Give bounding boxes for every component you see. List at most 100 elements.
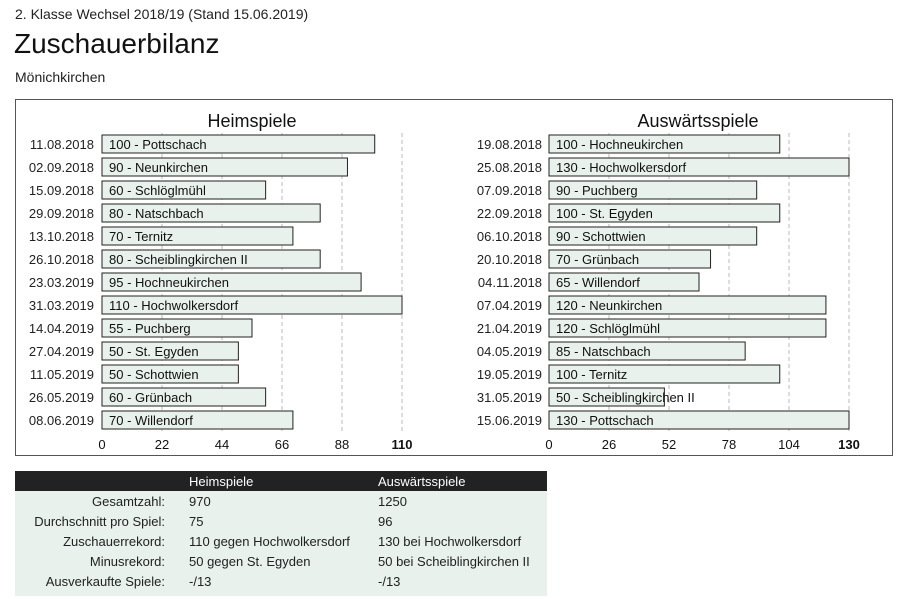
home-bar <box>101 341 239 361</box>
away-tick-label: 52 <box>662 437 676 452</box>
home-tick-label: 66 <box>275 437 289 452</box>
away-date-label: 07.04.2019 <box>477 298 542 313</box>
stats-row-label: Zuschauerrekord: <box>63 534 165 549</box>
home-bar-label: 110 - Hochwolkersdorf <box>109 298 238 313</box>
page-subtitle: 2. Klasse Wechsel 2018/19 (Stand 15.06.2… <box>15 6 309 22</box>
stats-header: Heimspiele Auswärtsspiele <box>15 471 547 491</box>
stats-row: Ausverkaufte Spiele: -/13 -/13 <box>15 571 547 591</box>
away-date-label: 25.08.2018 <box>477 160 542 175</box>
away-bar <box>548 364 781 384</box>
home-bar <box>101 249 321 269</box>
home-bar-label: 50 - St. Egyden <box>109 344 199 359</box>
away-date-label: 04.05.2019 <box>477 344 542 359</box>
away-date-label: 15.06.2019 <box>477 413 542 428</box>
away-bar-label: 90 - Puchberg <box>556 183 638 198</box>
away-date-label: 21.04.2019 <box>477 321 542 336</box>
away-date-label: 31.05.2019 <box>477 390 542 405</box>
stats-row: Durchschnitt pro Spiel: 75 96 <box>15 511 547 531</box>
home-date-label: 13.10.2018 <box>29 229 94 244</box>
home-date-label: 11.05.2019 <box>30 367 94 382</box>
charts-panel: Heimspiele 11.08.2018 100 - Pottschach 02.0… <box>15 99 893 456</box>
home-date-label: 08.06.2019 <box>29 413 94 428</box>
stats-row-home: 75 <box>189 514 204 529</box>
away-bar-label: 130 - Pottschach <box>556 413 654 428</box>
home-bar-label: 70 - Willendorf <box>109 413 193 428</box>
stats-row-away: 50 bei Scheiblingkirchen II <box>378 554 530 569</box>
away-tick-label: 130 <box>838 437 860 452</box>
away-date-label: 04.11.2018 <box>478 275 542 290</box>
home-date-label: 29.09.2018 <box>29 206 94 221</box>
home-chart-title: Heimspiele <box>207 111 296 131</box>
home-bar-label: 80 - Scheiblingkirchen II <box>109 252 248 267</box>
home-date-label: 23.03.2019 <box>29 275 94 290</box>
away-bar <box>548 295 827 315</box>
home-bar-label: 70 - Ternitz <box>109 229 173 244</box>
away-bar-label: 90 - Schottwien <box>556 229 646 244</box>
away-bar-label: 70 - Grünbach <box>556 252 639 267</box>
away-date-label: 07.09.2018 <box>477 183 542 198</box>
page-title: Zuschauerbilanz <box>14 28 220 59</box>
away-tick-label: 26 <box>602 437 616 452</box>
away-date-label: 22.09.2018 <box>477 206 542 221</box>
stats-row-home: 50 gegen St. Egyden <box>189 554 311 569</box>
home-date-label: 02.09.2018 <box>29 160 94 175</box>
stats-row-away: 96 <box>378 514 393 529</box>
home-bar <box>101 272 362 292</box>
stats-row-home: 110 gegen Hochwolkersdorf <box>189 534 350 549</box>
home-tick-label: 88 <box>335 437 349 452</box>
stats-row: Minusrekord: 50 gegen St. Egyden 50 bei … <box>15 551 547 571</box>
home-bar <box>101 180 267 200</box>
stats-row-away: 130 bei Hochwolkersdorf <box>378 534 522 549</box>
away-bar <box>548 157 850 177</box>
home-date-label: 31.03.2019 <box>29 298 94 313</box>
away-bar-label: 120 - Neunkirchen <box>556 298 662 313</box>
away-bar <box>548 318 827 338</box>
home-bar <box>101 226 294 246</box>
home-date-label: 26.05.2019 <box>29 390 94 405</box>
away-bar-label: 120 - Schlöglmühl <box>556 321 660 336</box>
home-bar-label: 60 - Schlöglmühl <box>109 183 206 198</box>
away-bar <box>548 180 758 200</box>
home-date-label: 11.08.2018 <box>30 137 94 152</box>
away-tick-label: 104 <box>778 437 800 452</box>
home-bar-label: 55 - Puchberg <box>109 321 191 336</box>
stats-row-label: Gesamtzahl: <box>92 494 165 509</box>
home-bar <box>101 364 239 384</box>
away-bar-label: 65 - Willendorf <box>556 275 640 290</box>
home-tick-label: 22 <box>155 437 169 452</box>
away-bar <box>548 410 850 430</box>
away-bar <box>548 203 781 223</box>
home-bar <box>101 318 253 338</box>
away-bar-label: 100 - St. Egyden <box>556 206 653 221</box>
home-bar <box>101 157 348 177</box>
home-bar-label: 95 - Hochneukirchen <box>109 275 229 290</box>
stats-header-home: Heimspiele <box>189 474 254 489</box>
stats-row-home: -/13 <box>189 574 212 589</box>
stats-row-label: Minusrekord: <box>89 554 165 569</box>
home-bar <box>101 134 376 154</box>
away-chart-title: Auswärtsspiele <box>637 111 758 131</box>
away-tick-label: 78 <box>722 437 736 452</box>
away-bar <box>548 387 665 407</box>
stats-row-away: -/13 <box>378 574 401 589</box>
home-bar <box>101 203 321 223</box>
home-bar-label: 100 - Pottschach <box>109 137 207 152</box>
stats-row: Zuschauerrekord: 110 gegen Hochwolkersdo… <box>15 531 547 551</box>
club-name: Mönichkirchen <box>15 69 106 85</box>
stats-table: Heimspiele Auswärtsspiele Gesamtzahl: 97… <box>15 471 547 596</box>
home-date-label: 14.04.2019 <box>29 321 94 336</box>
away-bar-label: 100 - Hochneukirchen <box>556 137 683 152</box>
home-bar-label: 50 - Schottwien <box>109 367 199 382</box>
away-bar-label: 50 - Scheiblingkirchen II <box>556 390 695 405</box>
away-date-label: 19.08.2018 <box>477 137 542 152</box>
away-bar-label: 100 - Ternitz <box>556 367 627 382</box>
home-bar-label: 80 - Natschbach <box>109 206 204 221</box>
home-date-label: 26.10.2018 <box>29 252 94 267</box>
away-bar <box>548 134 781 154</box>
stats-row-label: Durchschnitt pro Spiel: <box>34 514 165 529</box>
away-bar-label: 130 - Hochwolkersdorf <box>556 160 686 175</box>
away-tick-label: 0 <box>545 437 552 452</box>
charts-svg: Heimspiele 11.08.2018 100 - Pottschach 02.0… <box>29 111 860 452</box>
away-bar <box>548 272 700 292</box>
stats-row: Gesamtzahl: 970 1250 <box>15 491 547 511</box>
